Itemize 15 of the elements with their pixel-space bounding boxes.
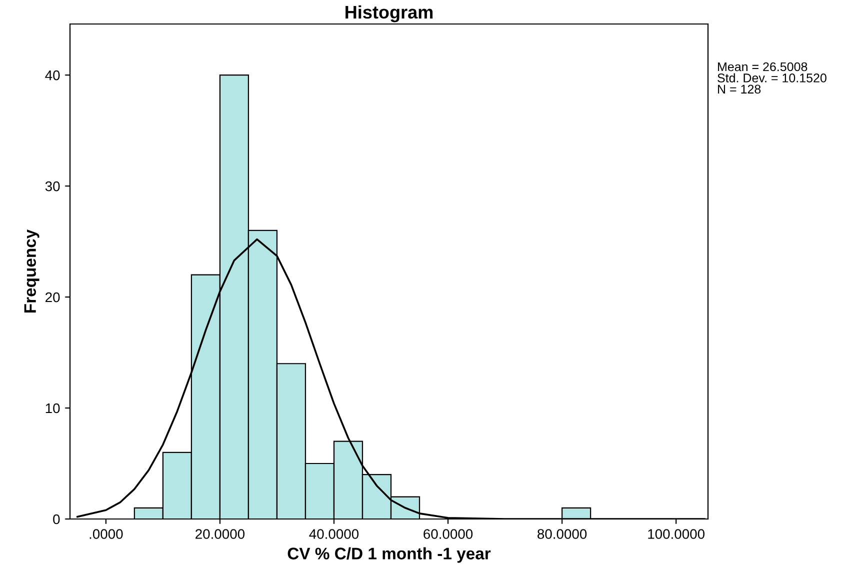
- y-tick-label: 20: [46, 292, 60, 302]
- x-tick-label: 60.0000: [424, 529, 473, 539]
- y-axis-title: Frequency: [24, 229, 40, 313]
- x-tick-label: 20.0000: [196, 529, 245, 539]
- x-tick-label: 40.0000: [309, 529, 359, 539]
- x-tick-label: 100.0000: [648, 529, 704, 539]
- y-tick-label: 40: [45, 70, 60, 80]
- x-tick-label: .0000: [90, 529, 123, 539]
- x-tick-label: 80.0000: [538, 529, 587, 539]
- text: Mean = 26.5008 Std. Dev. = 10.1520 N = 128: [718, 62, 826, 94]
- x-axis-title: CV % C/D 1 month -1 year: [288, 547, 491, 563]
- chart-title: Histogram: [346, 5, 433, 22]
- y-tick-label: 10: [46, 403, 60, 414]
- y-tick-label: 0: [53, 514, 60, 524]
- y-tick-label: 30: [45, 181, 60, 192]
